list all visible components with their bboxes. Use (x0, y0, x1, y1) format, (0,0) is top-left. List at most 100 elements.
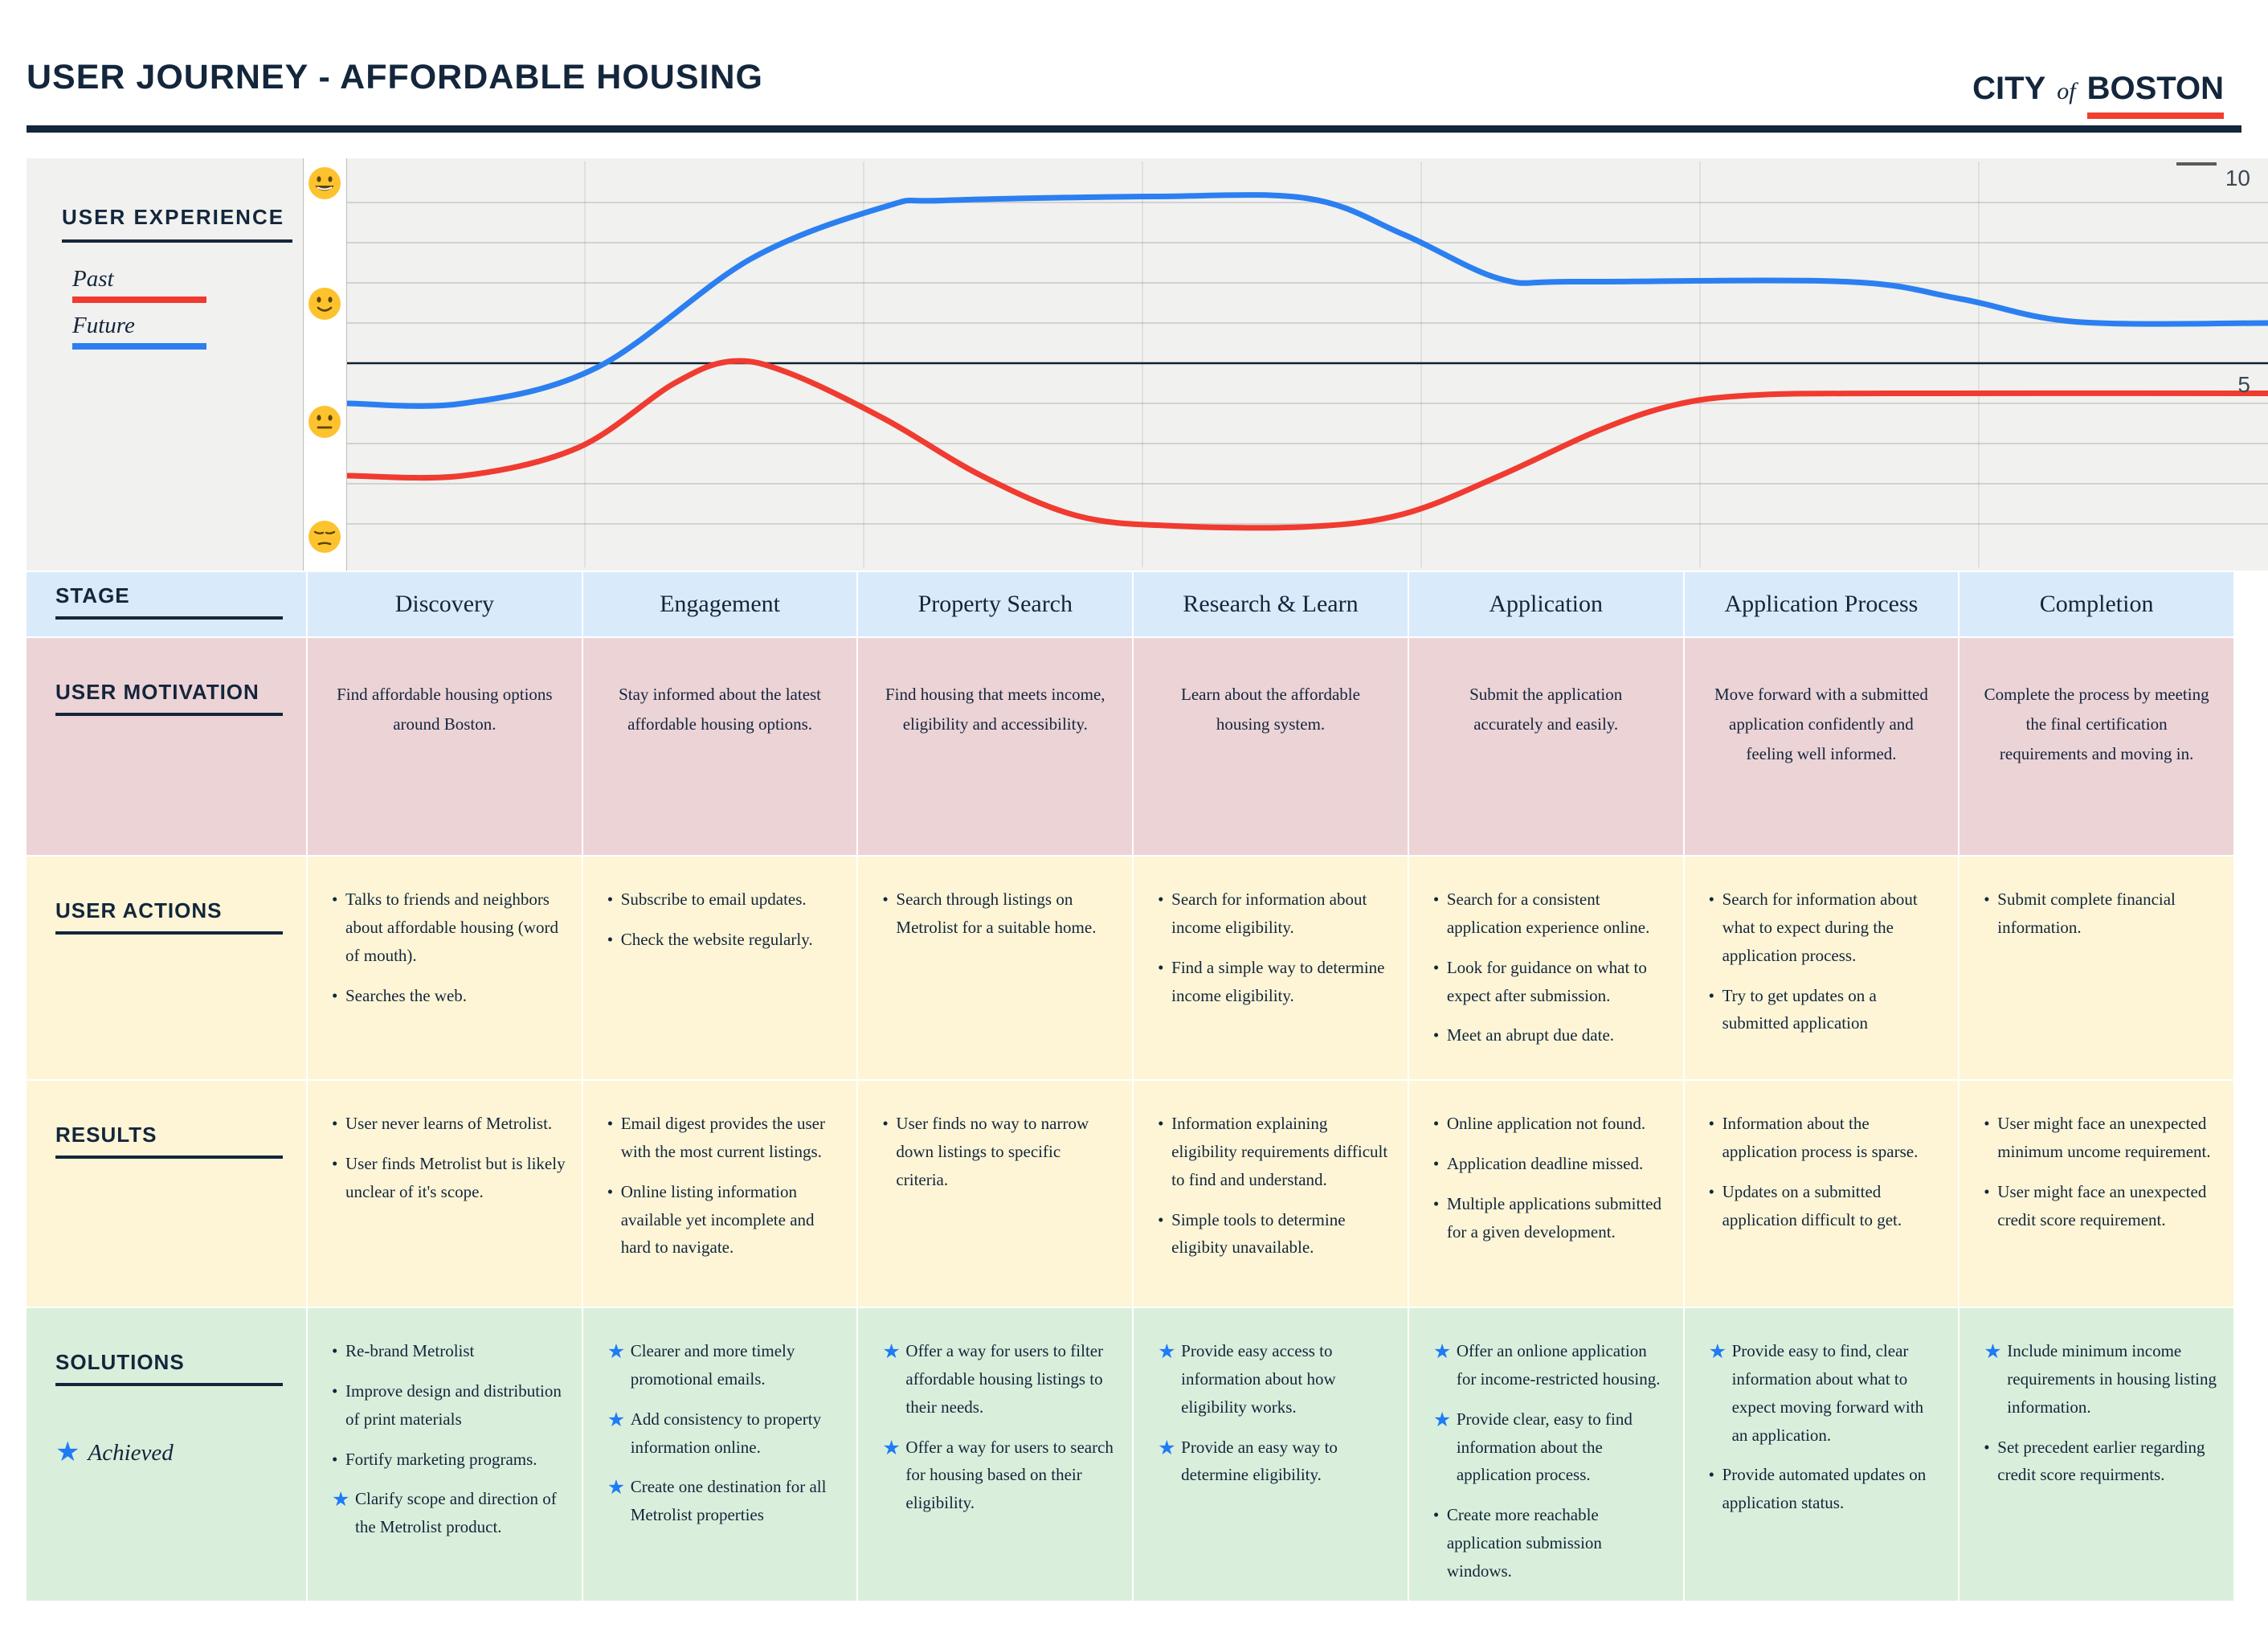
cell-solutions-property-search: Offer a way for users to filter affordab… (858, 1308, 1133, 1601)
row-label-text: USER ACTIONS (55, 898, 283, 935)
bullet-item: Search for a consistent application expe… (1433, 886, 1667, 942)
emotion-scale (303, 158, 347, 571)
cell-motivation-completion: Complete the process by meeting the fina… (1959, 638, 2233, 855)
bullet-item: Talks to friends and neighbors about aff… (332, 886, 566, 970)
cell-solutions-application: Offer an onlione application for income-… (1408, 1308, 1683, 1601)
cell-motivation-application-process: Move forward with a submitted applicatio… (1684, 638, 1959, 855)
bullet-item: Try to get updates on a submitted applic… (1709, 982, 1943, 1038)
achieved-legend-label: Achieved (88, 1439, 174, 1466)
bullet-item: Fortify marketing programs. (332, 1446, 566, 1474)
bullet-item: Searches the web. (332, 982, 566, 1010)
chart-legend: Past Future (72, 256, 206, 350)
bullet-item: Online application not found. (1433, 1110, 1667, 1138)
bullet-item: Search through listings on Metrolist for… (882, 886, 1116, 942)
stage-header-label: Engagement (660, 591, 781, 617)
bullet-item: Online listing information available yet… (607, 1178, 841, 1262)
star-icon: ★ (55, 1438, 80, 1467)
user-experience-chart: USER EXPERIENCE Past Future (27, 158, 2268, 571)
experience-line-chart (303, 162, 2268, 567)
bullet-item: User never learns of Metrolist. (332, 1110, 566, 1138)
starred-item: Clearer and more timely promotional emai… (607, 1336, 841, 1393)
bullet-item: Meet an abrupt due date. (1433, 1021, 1667, 1049)
cell-results-property-search: User finds no way to narrow down listing… (858, 1081, 1133, 1307)
cell-motivation-discovery: Find affordable housing options around B… (308, 638, 582, 855)
axis-label-5: 5 (2237, 372, 2250, 397)
legend-item-past: Past (72, 266, 206, 303)
legend-label-past: Past (72, 266, 114, 292)
cell-motivation-property-search: Find housing that meets income, eligibil… (858, 638, 1133, 855)
bullet-item: Find a simple way to determine income el… (1158, 954, 1391, 1010)
row-label-motivation: USER MOTIVATION (27, 638, 306, 855)
achieved-legend: ★ Achieved (55, 1439, 298, 1466)
stage-header-label: Discovery (394, 591, 494, 617)
bullet-item: Set precedent earlier regarding credit s… (1984, 1434, 2217, 1490)
bullet-item: Updates on a submitted application diffi… (1709, 1178, 1943, 1234)
cell-solutions-engagement: Clearer and more timely promotional emai… (582, 1308, 857, 1601)
legend-label-future: Future (72, 313, 135, 338)
bullet-item: Application deadline missed. (1433, 1150, 1667, 1178)
stage-header-label: Application (1489, 591, 1604, 617)
cell-results-application: Online application not found. Application… (1408, 1081, 1683, 1307)
cell-actions-discovery: Talks to friends and neighbors about aff… (308, 857, 582, 1079)
stage-header-application: Application (1408, 572, 1683, 636)
cell-solutions-application-process: Provide easy to find, clear information … (1684, 1308, 1959, 1601)
legend-item-future: Future (72, 313, 206, 350)
stage-header-property-search: Property Search (858, 572, 1133, 636)
bullet-item: Subscribe to email updates. (607, 886, 841, 914)
cell-solutions-discovery: Re-brand Metrolist Improve design and dis… (308, 1308, 582, 1601)
page-title: USER JOURNEY - AFFORDABLE HOUSING (27, 58, 763, 96)
stage-header-research-learn: Research & Learn (1134, 572, 1408, 636)
stage-header-completion: Completion (1959, 572, 2233, 636)
bullet-item: Check the website regularly. (607, 926, 841, 954)
stage-header-label: Property Search (917, 591, 1073, 617)
bullet-item: Look for guidance on what to expect afte… (1433, 954, 1667, 1010)
stage-header-engagement: Engagement (582, 572, 857, 636)
bullet-item: Information about the application proces… (1709, 1110, 1943, 1166)
logo-city: CITY (1972, 71, 2046, 106)
bullet-item: Email digest provides the user with the … (607, 1110, 841, 1166)
bullet-item: Search for information about income elig… (1158, 886, 1391, 942)
bullet-item: Multiple applications submitted for a gi… (1433, 1190, 1667, 1246)
cell-results-research-learn: Information explaining eligibility requi… (1134, 1081, 1408, 1307)
bullet-item: User finds no way to narrow down listing… (882, 1110, 1116, 1194)
grinning-face-icon (309, 167, 341, 199)
stage-header-application-process: Application Process (1684, 572, 1959, 636)
starred-item: Provide clear, easy to find information … (1433, 1404, 1667, 1490)
bullet-item: User finds Metrolist but is likely uncle… (332, 1150, 566, 1206)
starred-item: Offer a way for users to filter affordab… (882, 1336, 1116, 1421)
neutral-face-icon (309, 406, 341, 438)
row-label-text: SOLUTIONS (55, 1350, 283, 1386)
bullet-item: Provide automated updates on application… (1709, 1461, 1943, 1517)
row-label-results: RESULTS (27, 1081, 306, 1307)
experience-curve-past (345, 358, 2268, 531)
cell-actions-application-process: Search for information about what to exp… (1684, 857, 1959, 1079)
cell-results-application-process: Information about the application proces… (1684, 1081, 1959, 1307)
starred-item: Provide easy access to information about… (1158, 1336, 1391, 1421)
starred-item: Create one destination for all Metrolist… (607, 1471, 841, 1529)
row-label-actions: USER ACTIONS (27, 857, 306, 1079)
cell-actions-engagement: Subscribe to email updates. Check the web… (582, 857, 857, 1079)
cell-solutions-research-learn: Provide easy access to information about… (1134, 1308, 1408, 1601)
row-label-stage: STAGE (27, 572, 306, 636)
bullet-item: Create more reachable application submis… (1433, 1501, 1667, 1585)
cell-actions-application: Search for a consistent application expe… (1408, 857, 1683, 1079)
cell-results-engagement: Email digest provides the user with the … (582, 1081, 857, 1307)
bullet-item: Improve design and distribution of print… (332, 1377, 566, 1434)
cell-results-discovery: User never learns of Metrolist. User find… (308, 1081, 582, 1307)
cell-solutions-completion: Include minimum income requirements in h… (1959, 1308, 2233, 1601)
journey-table: STAGE Discovery Engagement Property Search R… (27, 572, 2233, 1601)
cell-actions-property-search: Search through listings on Metrolist for… (858, 857, 1133, 1079)
row-label-text: STAGE (55, 583, 283, 620)
starred-item: Provide easy to find, clear information … (1709, 1336, 1943, 1449)
starred-item: Include minimum income requirements in h… (1984, 1336, 2217, 1421)
slightly-smiling-face-icon (309, 288, 341, 320)
logo-of: of (2057, 78, 2076, 104)
stage-header-discovery: Discovery (308, 572, 582, 636)
cell-actions-completion: Submit complete financial information. (1959, 857, 2233, 1079)
bullet-item: Re-brand Metrolist (332, 1337, 566, 1365)
header-divider (27, 125, 2241, 133)
logo-boston: BOSTON (2086, 71, 2224, 119)
axis-label-10: 10 (2225, 166, 2250, 190)
cell-motivation-engagement: Stay informed about the latest affordabl… (582, 638, 857, 855)
